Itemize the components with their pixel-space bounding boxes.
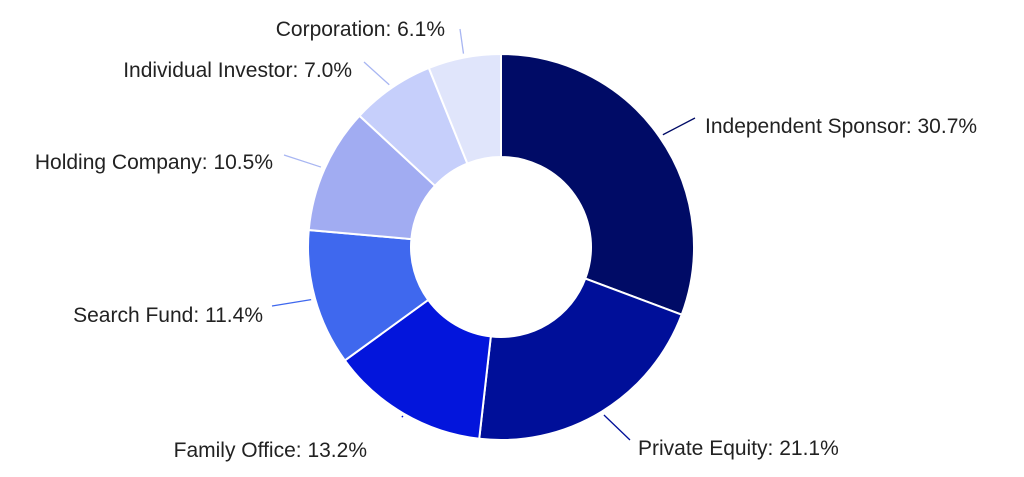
leader-lines xyxy=(271,28,696,441)
leader-private-equity xyxy=(603,414,631,441)
label-search-fund: Search Fund: 11.4% xyxy=(73,304,263,327)
slice-independent-sponsor xyxy=(500,52,695,316)
donut-slices xyxy=(307,52,695,441)
label-independent-sponsor: Independent Sponsor: 30.7% xyxy=(705,115,977,138)
slice-labels: Independent Sponsor: 30.7% Private Equit… xyxy=(35,18,977,462)
label-corporation: Corporation: 6.1% xyxy=(276,18,445,41)
leader-individual-investor xyxy=(363,61,390,86)
leader-search-fund xyxy=(271,298,312,307)
label-individual-investor: Individual Investor: 7.0% xyxy=(123,59,352,82)
label-family-office: Family Office: 13.2% xyxy=(174,439,367,462)
leader-holding-company xyxy=(283,154,322,168)
label-private-equity: Private Equity: 21.1% xyxy=(638,437,839,460)
leader-corporation xyxy=(459,28,465,54)
label-holding-company: Holding Company: 10.5% xyxy=(35,151,273,174)
leader-independent-sponsor xyxy=(662,117,696,136)
leader-family-office xyxy=(401,415,404,418)
slice-corporation xyxy=(427,52,502,165)
slice-private-equity xyxy=(478,277,684,441)
